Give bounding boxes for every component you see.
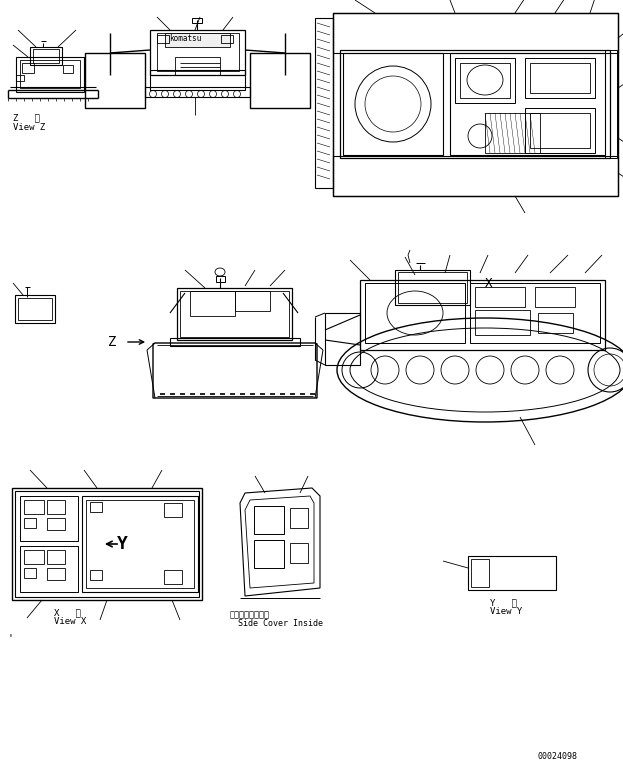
Bar bbox=[63, 65, 73, 73]
Bar bbox=[530, 113, 590, 148]
Bar bbox=[254, 506, 284, 534]
Bar bbox=[177, 288, 292, 340]
Bar bbox=[15, 491, 199, 597]
Bar bbox=[157, 35, 169, 43]
Bar bbox=[343, 53, 443, 155]
Bar bbox=[471, 559, 489, 587]
Bar bbox=[20, 496, 78, 541]
Bar bbox=[365, 283, 465, 343]
Text: View Z: View Z bbox=[13, 123, 45, 132]
Bar bbox=[315, 18, 333, 188]
Bar bbox=[20, 60, 80, 88]
Bar bbox=[333, 13, 618, 196]
Bar bbox=[530, 63, 590, 93]
Bar bbox=[165, 33, 230, 47]
Text: ': ' bbox=[7, 633, 13, 643]
Bar bbox=[24, 518, 36, 528]
Text: komatsu: komatsu bbox=[169, 34, 201, 43]
Bar bbox=[47, 500, 65, 514]
Bar bbox=[15, 295, 55, 323]
Text: Y: Y bbox=[117, 535, 128, 553]
Bar bbox=[605, 50, 617, 158]
Bar bbox=[24, 550, 44, 564]
Text: 00024098: 00024098 bbox=[538, 752, 578, 761]
Bar bbox=[398, 272, 467, 303]
Bar bbox=[525, 108, 595, 153]
Bar bbox=[395, 270, 470, 305]
Bar bbox=[340, 50, 610, 158]
Bar bbox=[30, 47, 62, 65]
Bar bbox=[180, 291, 289, 337]
Bar bbox=[485, 113, 540, 153]
Bar bbox=[190, 291, 235, 316]
Bar bbox=[235, 291, 270, 311]
Bar bbox=[90, 502, 102, 512]
Bar bbox=[47, 568, 65, 580]
Bar bbox=[150, 30, 245, 75]
Bar bbox=[221, 35, 233, 43]
Bar bbox=[90, 570, 102, 580]
Text: Y   視: Y 視 bbox=[490, 598, 517, 607]
Bar bbox=[250, 53, 310, 108]
Bar bbox=[47, 550, 65, 564]
Bar bbox=[216, 276, 225, 282]
Bar bbox=[333, 13, 618, 53]
Bar bbox=[468, 556, 556, 590]
Bar bbox=[157, 33, 239, 71]
Text: X   視: X 視 bbox=[54, 608, 81, 617]
Bar bbox=[455, 58, 515, 103]
Bar bbox=[22, 63, 34, 73]
Bar bbox=[290, 508, 308, 528]
Bar bbox=[192, 18, 202, 23]
Bar bbox=[525, 58, 595, 98]
Bar bbox=[24, 568, 36, 578]
Bar bbox=[475, 310, 530, 335]
Text: Z: Z bbox=[108, 335, 117, 349]
Bar bbox=[175, 57, 220, 75]
Text: View X: View X bbox=[54, 617, 86, 626]
Text: Z   視: Z 視 bbox=[13, 113, 40, 122]
Bar bbox=[538, 313, 573, 333]
Bar bbox=[290, 543, 308, 563]
Bar bbox=[164, 503, 182, 517]
Text: View Y: View Y bbox=[490, 607, 522, 616]
Text: サイドカバー内側: サイドカバー内側 bbox=[230, 610, 270, 619]
Bar bbox=[450, 53, 605, 155]
Bar bbox=[16, 57, 84, 92]
Bar bbox=[86, 500, 194, 588]
Bar bbox=[170, 338, 300, 346]
Bar bbox=[47, 518, 65, 530]
Bar bbox=[24, 500, 44, 514]
Bar bbox=[333, 156, 618, 196]
Bar bbox=[150, 70, 245, 90]
Bar bbox=[475, 287, 525, 307]
Bar bbox=[82, 496, 198, 592]
Bar bbox=[325, 313, 360, 365]
Bar bbox=[460, 63, 510, 98]
Bar bbox=[254, 540, 284, 568]
Bar bbox=[18, 298, 52, 320]
Bar bbox=[145, 87, 250, 97]
Bar bbox=[535, 287, 575, 307]
Bar bbox=[164, 570, 182, 584]
Bar bbox=[470, 283, 600, 343]
Text: X: X bbox=[485, 277, 493, 290]
Bar bbox=[85, 53, 145, 108]
Bar bbox=[16, 75, 24, 81]
Bar bbox=[33, 49, 59, 63]
Text: Side Cover Inside: Side Cover Inside bbox=[238, 619, 323, 628]
Bar bbox=[360, 280, 605, 350]
Bar bbox=[20, 546, 78, 592]
Bar bbox=[12, 488, 202, 600]
